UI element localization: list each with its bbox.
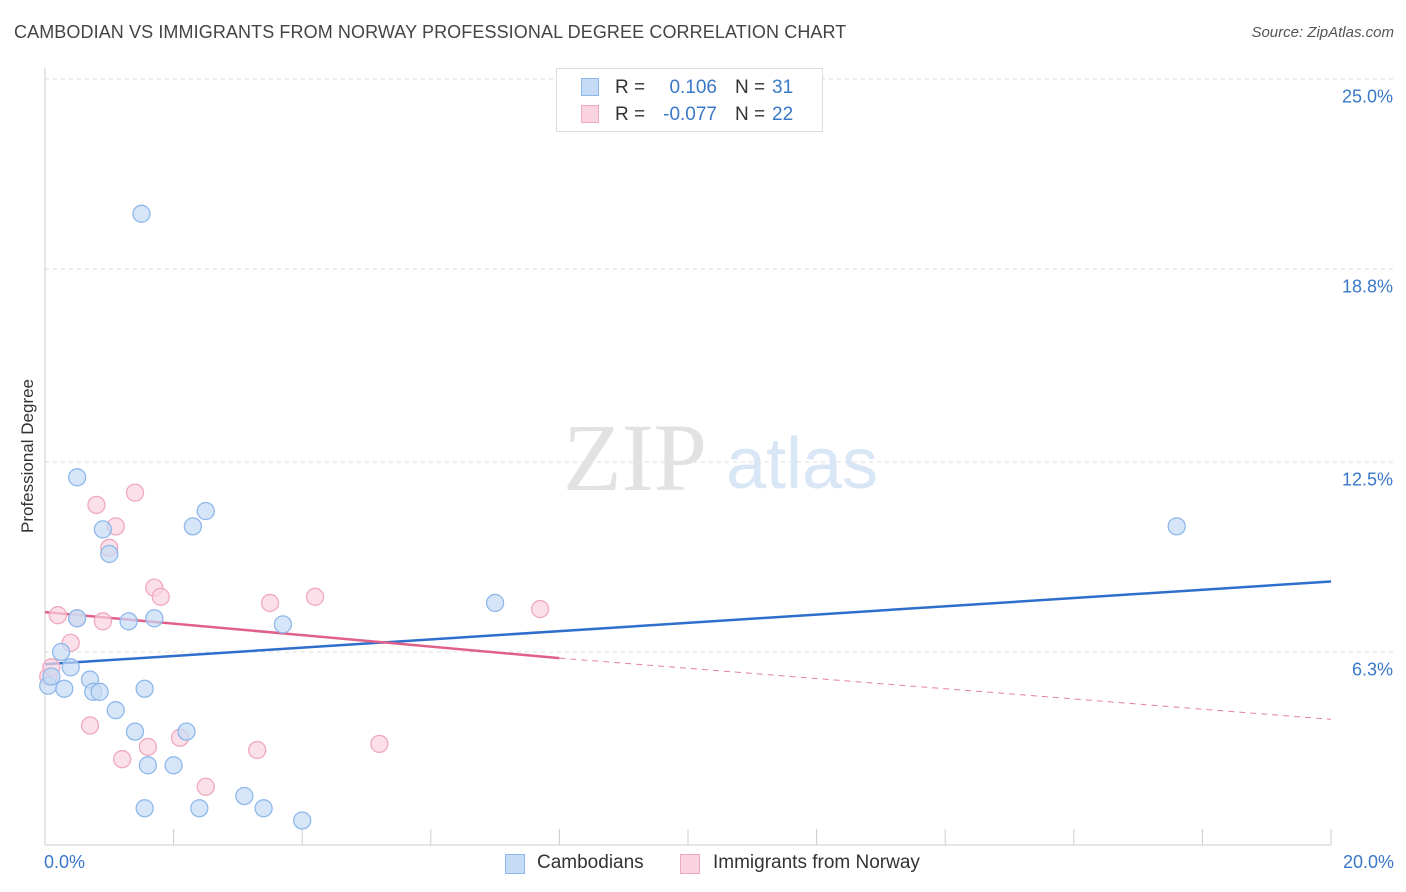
x-tick-label-min: 0.0%: [44, 852, 86, 872]
data-point-norway: [370, 734, 389, 754]
data-point-norway: [93, 612, 113, 631]
data-point-cambodians: [135, 679, 154, 698]
data-point-cambodians: [93, 520, 113, 539]
data-point-cambodians: [42, 667, 61, 686]
trend-line-extension-1: [559, 657, 1332, 720]
data-point-cambodians: [119, 612, 138, 631]
stats-legend: R = 0.106 N = 31 R = -0.077 N = 22: [556, 68, 823, 132]
stats-legend-row-norway: R = -0.077 N = 22: [557, 101, 822, 127]
trend-lines: [44, 580, 1332, 720]
grid-lines: [45, 78, 1395, 653]
legend-n-label: N =: [735, 104, 766, 125]
legend-r-label: R =: [615, 104, 646, 125]
legend-n-label: N =: [735, 77, 766, 98]
data-point-cambodians: [177, 722, 196, 741]
source-label: Source: ZipAtlas.com: [1251, 24, 1394, 41]
data-point-cambodians: [254, 799, 273, 818]
data-point-cambodians: [68, 609, 87, 628]
series-legend-swatch-norway: [680, 854, 700, 874]
legend-swatch-cambodians: [581, 78, 599, 96]
watermark-atlas: atlas: [726, 424, 878, 504]
data-point-cambodians: [235, 786, 254, 806]
series-legend-swatch-cambodians: [505, 854, 525, 874]
data-point-cambodians: [51, 642, 71, 662]
data-point-cambodians: [135, 799, 154, 818]
y-tick-label: 25.0%: [1341, 86, 1393, 107]
data-point-cambodians: [132, 204, 151, 223]
data-point-cambodians: [106, 701, 125, 720]
data-point-cambodians: [145, 609, 164, 628]
data-point-norway: [260, 593, 280, 613]
y-tick-label: 18.8%: [1341, 276, 1393, 297]
data-point-cambodians: [68, 468, 87, 487]
data-point-norway: [125, 483, 145, 502]
data-point-cambodians: [485, 593, 505, 613]
chart-title: CAMBODIAN VS IMMIGRANTS FROM NORWAY PROF…: [14, 22, 847, 42]
axes: [44, 68, 1332, 846]
data-points: [39, 204, 1186, 830]
stats-legend-row-cambodians: R = 0.106 N = 31: [557, 74, 822, 100]
legend-swatch-norway: [581, 105, 599, 123]
data-point-cambodians: [90, 682, 109, 701]
legend-r-value: 0.106: [669, 77, 717, 98]
watermark: ZIP atlas: [563, 404, 878, 511]
data-point-norway: [151, 587, 170, 606]
data-point-norway: [48, 606, 68, 625]
watermark-zip: ZIP: [563, 404, 707, 511]
series-legend: Cambodians Immigrants from Norway: [0, 852, 1406, 878]
data-point-norway: [530, 599, 550, 619]
data-point-norway: [87, 495, 106, 515]
data-point-norway: [305, 587, 325, 606]
data-point-norway: [80, 716, 100, 735]
data-point-cambodians: [55, 679, 74, 698]
y-tick-label: 12.5%: [1341, 469, 1393, 490]
legend-n-value: 31: [772, 77, 794, 98]
data-point-cambodians: [61, 658, 80, 677]
data-point-cambodians: [196, 501, 215, 521]
data-point-cambodians: [125, 722, 145, 741]
y-tick-label: 6.3%: [1351, 659, 1393, 680]
data-point-cambodians: [1167, 517, 1186, 536]
data-point-cambodians: [273, 615, 293, 634]
legend-r-label: R =: [615, 77, 646, 98]
data-point-cambodians: [138, 756, 158, 775]
data-point-norway: [196, 777, 215, 796]
legend-r-value: -0.077: [663, 104, 717, 125]
data-point-norway: [138, 737, 158, 757]
data-point-cambodians: [183, 517, 203, 536]
data-point-norway: [113, 750, 132, 769]
data-point-cambodians: [164, 756, 183, 775]
x-tick-label-max: 20.0%: [1342, 852, 1394, 872]
data-point-cambodians: [100, 544, 119, 564]
data-point-norway: [248, 740, 267, 760]
data-point-cambodians: [293, 811, 312, 830]
legend-n-value: 22: [772, 104, 794, 125]
series-legend-label-norway: Immigrants from Norway: [713, 852, 920, 873]
series-legend-label-cambodians: Cambodians: [537, 852, 644, 873]
trend-line-0: [44, 580, 1332, 666]
data-point-cambodians: [190, 799, 209, 818]
